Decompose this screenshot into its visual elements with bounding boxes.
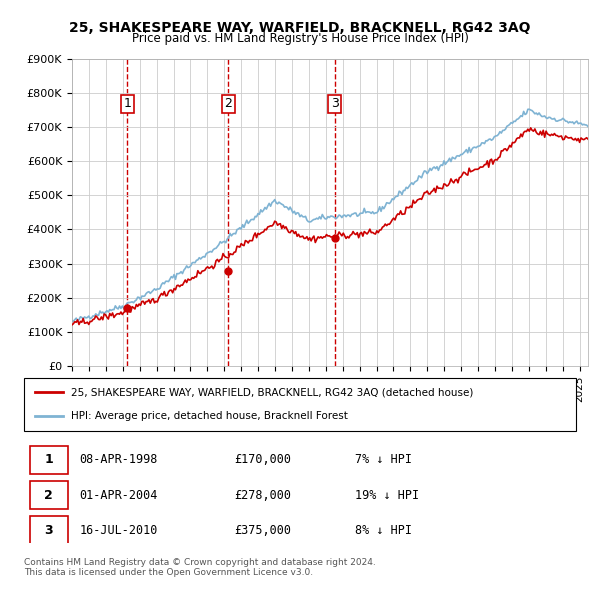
Text: 1: 1 (44, 454, 53, 467)
Text: Contains HM Land Registry data © Crown copyright and database right 2024.
This d: Contains HM Land Registry data © Crown c… (24, 558, 376, 577)
Text: 3: 3 (44, 523, 53, 536)
Text: £375,000: £375,000 (234, 523, 291, 536)
Text: 08-APR-1998: 08-APR-1998 (79, 454, 158, 467)
FancyBboxPatch shape (29, 446, 68, 474)
Text: 2: 2 (224, 97, 232, 110)
Text: 7% ↓ HPI: 7% ↓ HPI (355, 454, 412, 467)
Text: 3: 3 (331, 97, 339, 110)
Text: 1: 1 (124, 97, 131, 110)
Text: 16-JUL-2010: 16-JUL-2010 (79, 523, 158, 536)
Text: 25, SHAKESPEARE WAY, WARFIELD, BRACKNELL, RG42 3AQ: 25, SHAKESPEARE WAY, WARFIELD, BRACKNELL… (69, 21, 531, 35)
FancyBboxPatch shape (29, 481, 68, 509)
Text: 19% ↓ HPI: 19% ↓ HPI (355, 489, 419, 502)
Text: 25, SHAKESPEARE WAY, WARFIELD, BRACKNELL, RG42 3AQ (detached house): 25, SHAKESPEARE WAY, WARFIELD, BRACKNELL… (71, 388, 473, 398)
FancyBboxPatch shape (24, 378, 576, 431)
Text: Price paid vs. HM Land Registry's House Price Index (HPI): Price paid vs. HM Land Registry's House … (131, 32, 469, 45)
Text: 8% ↓ HPI: 8% ↓ HPI (355, 523, 412, 536)
Text: £170,000: £170,000 (234, 454, 291, 467)
Text: 2: 2 (44, 489, 53, 502)
Text: £278,000: £278,000 (234, 489, 291, 502)
FancyBboxPatch shape (29, 516, 68, 544)
Text: 01-APR-2004: 01-APR-2004 (79, 489, 158, 502)
Text: HPI: Average price, detached house, Bracknell Forest: HPI: Average price, detached house, Brac… (71, 411, 348, 421)
